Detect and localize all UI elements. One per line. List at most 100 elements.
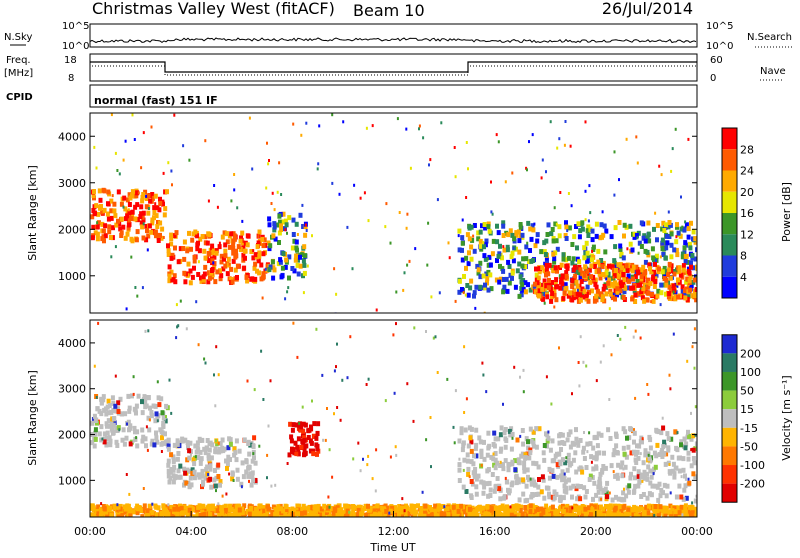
data-cell	[173, 474, 178, 480]
data-cell	[472, 290, 477, 296]
data-cell	[585, 250, 590, 256]
data-cell	[310, 510, 315, 516]
data-cell	[622, 222, 627, 228]
data-cell	[253, 261, 258, 267]
data-cell	[520, 263, 525, 269]
data-cell	[586, 298, 591, 304]
data-cell	[643, 259, 648, 265]
data-cell	[483, 311, 486, 313]
data-cell	[571, 267, 576, 273]
data-cell	[683, 258, 688, 264]
data-cell	[550, 291, 555, 296]
data-cell	[188, 511, 193, 517]
data-cell	[624, 277, 629, 283]
data-cell	[114, 439, 119, 445]
data-cell	[552, 489, 557, 495]
data-cell	[540, 265, 545, 271]
data-cell	[452, 425, 455, 429]
data-cell	[144, 329, 147, 333]
data-cell	[545, 375, 548, 379]
data-cell	[178, 463, 183, 469]
data-cell	[547, 494, 552, 500]
data-cell	[518, 274, 523, 280]
data-cell	[188, 440, 193, 446]
data-cell	[262, 508, 267, 514]
data-cell	[345, 504, 350, 510]
data-cell	[659, 255, 662, 259]
data-cell	[198, 438, 203, 443]
data-cell	[207, 275, 212, 281]
data-cell	[634, 329, 637, 333]
data-cell	[166, 248, 171, 254]
data-cell	[557, 451, 562, 457]
data-cell	[632, 439, 636, 445]
data-cell	[633, 483, 638, 489]
data-cell	[486, 493, 491, 499]
data-cell	[473, 467, 478, 472]
data-cell	[496, 230, 501, 236]
data-cell	[360, 508, 365, 513]
data-cell	[129, 236, 134, 242]
data-cell	[191, 457, 196, 463]
data-cell	[294, 239, 299, 245]
freq-label-line1: Freq.	[6, 55, 31, 66]
data-cell	[694, 405, 697, 409]
data-cell	[493, 451, 498, 456]
data-cell	[683, 240, 688, 246]
data-cell	[203, 357, 206, 361]
data-cell	[280, 265, 285, 271]
data-cell	[530, 477, 535, 483]
data-cell	[255, 244, 260, 250]
data-cell	[257, 503, 262, 509]
data-cell	[491, 238, 496, 244]
data-cell	[515, 437, 520, 443]
data-cell	[669, 491, 672, 495]
data-cell	[544, 272, 548, 278]
data-cell	[187, 230, 191, 236]
data-cell	[578, 228, 583, 234]
data-cell	[459, 430, 464, 436]
data-cell	[693, 327, 696, 331]
data-cell	[615, 450, 620, 456]
data-cell	[619, 504, 624, 509]
data-cell	[95, 231, 100, 237]
data-cell	[469, 495, 474, 500]
data-cell	[688, 245, 693, 251]
data-cell	[182, 144, 185, 148]
data-cell	[684, 495, 689, 501]
data-cell	[494, 277, 499, 283]
data-cell	[507, 490, 511, 496]
data-cell	[642, 475, 647, 481]
data-cell	[633, 513, 638, 517]
data-cell	[142, 394, 147, 400]
data-cell	[146, 248, 149, 252]
data-cell	[509, 446, 514, 452]
data-cell	[262, 398, 265, 401]
data-cell	[608, 289, 613, 294]
data-cell	[340, 510, 344, 516]
data-cell	[561, 495, 566, 501]
data-cell	[687, 433, 692, 439]
data-cell	[596, 259, 601, 265]
data-cell	[628, 475, 633, 481]
data-cell	[138, 508, 143, 514]
data-cell	[641, 507, 646, 513]
data-cell	[395, 290, 398, 294]
data-cell	[132, 375, 135, 379]
data-cell	[278, 161, 281, 165]
data-cell	[205, 438, 210, 443]
data-cell	[273, 512, 278, 517]
data-cell	[135, 443, 140, 449]
data-cell	[242, 265, 247, 271]
data-cell	[486, 257, 489, 261]
data-cell	[602, 283, 607, 289]
data-cell	[119, 233, 124, 238]
data-cell	[646, 383, 649, 386]
data-cell	[587, 219, 590, 223]
data-cell	[257, 250, 262, 256]
data-cell	[182, 239, 187, 245]
data-cell	[109, 420, 114, 426]
data-cell	[675, 252, 680, 258]
data-cell	[472, 512, 477, 517]
data-cell	[577, 259, 582, 265]
